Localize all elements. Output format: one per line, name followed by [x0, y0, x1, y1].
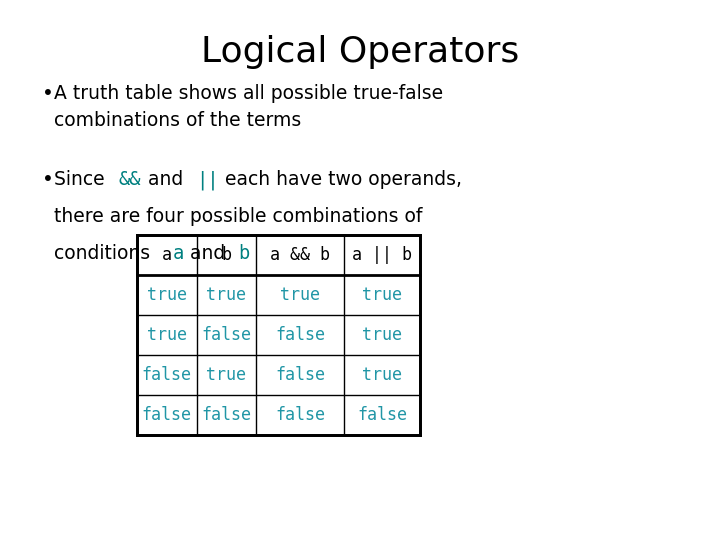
Text: false: false: [202, 326, 251, 344]
Text: •: •: [42, 84, 53, 103]
Text: true: true: [362, 286, 402, 304]
Text: A truth table shows all possible true-false
combinations of the terms: A truth table shows all possible true-fa…: [54, 84, 443, 130]
Text: a: a: [173, 244, 184, 262]
Text: there are four possible combinations of: there are four possible combinations of: [54, 207, 423, 226]
Text: &&: &&: [119, 170, 141, 189]
Text: true: true: [207, 286, 246, 304]
Text: false: false: [275, 326, 325, 344]
Text: a || b: a || b: [352, 246, 412, 264]
Text: a && b: a && b: [270, 246, 330, 264]
Text: Logical Operators: Logical Operators: [201, 35, 519, 69]
Text: conditions: conditions: [54, 244, 156, 262]
Text: b: b: [238, 244, 249, 262]
Text: false: false: [275, 406, 325, 424]
Text: false: false: [357, 406, 407, 424]
Text: true: true: [362, 366, 402, 384]
Text: each have two operands,: each have two operands,: [219, 170, 462, 189]
Text: and: and: [184, 244, 231, 262]
Text: true: true: [147, 286, 186, 304]
Text: false: false: [142, 406, 192, 424]
Text: false: false: [142, 366, 192, 384]
Text: •: •: [42, 170, 53, 189]
Text: false: false: [202, 406, 251, 424]
Text: a: a: [162, 246, 171, 264]
Text: true: true: [362, 326, 402, 344]
Text: true: true: [280, 286, 320, 304]
Text: true: true: [147, 326, 186, 344]
Text: false: false: [275, 366, 325, 384]
Text: true: true: [207, 366, 246, 384]
Text: b: b: [222, 246, 231, 264]
Text: and: and: [142, 170, 189, 189]
Text: Since: Since: [54, 170, 111, 189]
Text: ||: ||: [196, 170, 218, 190]
